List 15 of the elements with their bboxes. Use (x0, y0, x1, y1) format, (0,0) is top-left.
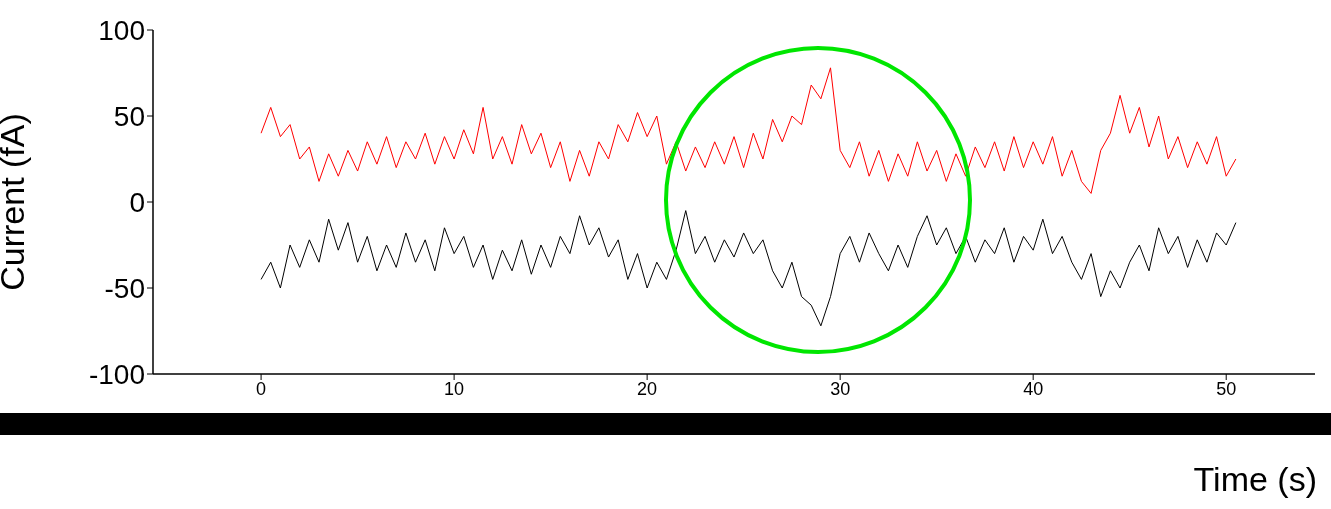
y-tick-label: -100 (88, 358, 145, 390)
x-tick-label: 10 (444, 378, 465, 399)
y-tick-label: 100 (98, 14, 145, 46)
line-series (260, 210, 1237, 327)
y-tick-label: 0 (129, 186, 145, 218)
x-tick-label: 40 (1023, 378, 1044, 399)
x-axis-title: Time (s) (1193, 460, 1317, 499)
x-tick-label: 0 (256, 378, 267, 399)
x-tick-label: 20 (637, 378, 658, 399)
y-tick-label: -50 (104, 272, 145, 304)
y-axis-title: Current (fA) (0, 113, 32, 291)
line-series (260, 67, 1237, 194)
y-tick-label: 50 (113, 100, 145, 132)
x-tick-label: 50 (1216, 378, 1237, 399)
x-tick-label: 30 (830, 378, 851, 399)
